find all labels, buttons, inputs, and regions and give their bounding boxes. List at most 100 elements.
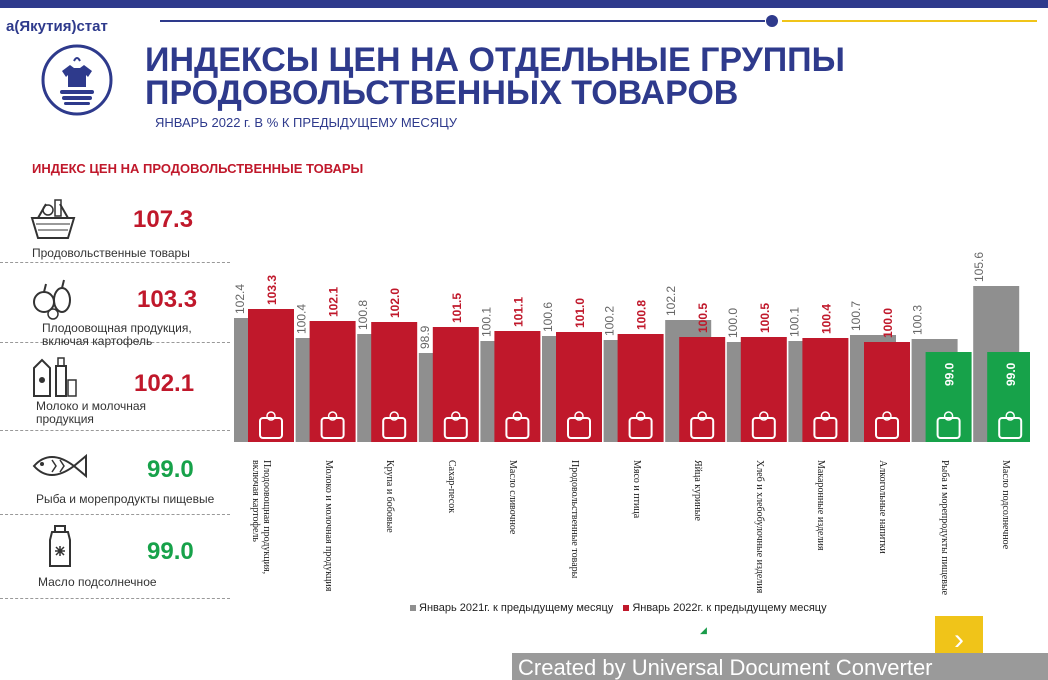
data-label-2021: 100.1 <box>787 307 801 337</box>
bar-2022 <box>432 327 479 442</box>
data-label-2022: 100.5 <box>696 303 710 333</box>
brand-name: а(Якутия)стат <box>6 18 108 35</box>
bar-2022 <box>248 309 294 442</box>
grain-sack-icon <box>382 411 407 439</box>
category-label: Мясо и птица <box>630 460 642 519</box>
sidebar-item-food: 107.3 Продовольственные товары <box>0 190 230 263</box>
category-label: Рыба и морепродукты пищевые <box>938 460 950 596</box>
sidebar-item-fish: 99.0 Рыба и морепродукты пищевые <box>0 430 230 515</box>
bar-chart: 102.4 103.3 100.4 102.1 100.8 102.0 98.9 101.5 1… <box>233 252 1030 442</box>
sugar-icon <box>443 411 468 439</box>
milk-icon <box>33 357 77 397</box>
bar-2022 <box>679 337 726 442</box>
eggs-icon <box>690 411 715 439</box>
category-label: Сахар-песок <box>445 460 457 514</box>
data-label-2021: 102.2 <box>664 286 678 316</box>
data-label-2022: 99.0 <box>1004 362 1018 386</box>
bar-2022 <box>371 322 418 442</box>
bar-2022 <box>740 337 787 442</box>
alcohol-bottles-icon <box>875 411 899 439</box>
food-basket-icon <box>567 411 591 439</box>
sidebar-value: 102.1 <box>134 370 195 397</box>
bar-2022 <box>494 331 541 442</box>
fish-icon <box>32 453 87 479</box>
category-label: Алкогольные напитки <box>877 460 888 554</box>
chevron-right-icon: › <box>954 623 964 656</box>
data-label-2021: 100.6 <box>541 302 555 332</box>
legend-item-2022: Январь 2022г. к предыдущему месяцу <box>623 602 827 614</box>
brand-dot <box>766 15 778 27</box>
data-label-2021: 100.7 <box>849 301 863 331</box>
sidebar-value: 99.0 <box>147 456 194 483</box>
data-label-2021: 100.4 <box>295 304 309 334</box>
pasta-icon <box>813 411 838 439</box>
brand-divider-accent <box>782 20 1037 22</box>
data-label-2022: 100.8 <box>635 300 649 330</box>
legend-label: Январь 2021г. к предыдущему месяцу <box>419 602 614 614</box>
bar-2022 <box>309 321 356 442</box>
page-title: ИНДЕКСЫ ЦЕН НА ОТДЕЛЬНЫЕ ГРУППЫ ПРОДОВОЛ… <box>145 41 845 112</box>
data-label-2021: 100.0 <box>726 308 740 338</box>
sidebar-item-oil: 99.0 Масло подсолнечное <box>0 514 230 599</box>
sidebar-value: 107.3 <box>133 206 194 233</box>
data-label-2022: 100.0 <box>881 308 895 338</box>
bar-2022 <box>864 342 910 442</box>
sidebar-label: Продовольственные товары <box>32 246 190 260</box>
data-label-2022: 100.5 <box>758 303 772 333</box>
data-label-2021: 102.4 <box>233 284 247 314</box>
oil-bottle-icon <box>998 411 1023 439</box>
sidebar-label: Молоко и молочная продукция <box>36 399 147 426</box>
data-label-2021: 100.8 <box>356 300 370 330</box>
watermark: Created by Universal Document Converter <box>512 653 1048 680</box>
meat-icon <box>628 411 653 439</box>
data-label-2022: 101.1 <box>511 297 525 327</box>
page-subtitle: ЯНВАРЬ 2022 г. В % К ПРЕДЫДУЩЕМУ МЕСЯЦУ <box>155 115 457 130</box>
data-label-2022: 102.1 <box>327 287 341 317</box>
section-title: ИНДЕКС ЦЕН НА ПРОДОВОЛЬСТВЕННЫЕ ТОВАРЫ <box>32 161 364 176</box>
legend-item-2021: Январь 2021г. к предыдущему месяцу <box>410 602 613 614</box>
data-label-2021: 100.3 <box>911 305 925 335</box>
sidebar-value: 99.0 <box>147 538 194 565</box>
bread-icon <box>751 411 776 439</box>
bar-2022 <box>556 332 602 442</box>
data-label-2021: 100.2 <box>603 306 617 336</box>
sidebar-label: Рыба и морепродукты пищевые <box>36 492 215 506</box>
sidebar-label: Плодоовощная продукция, включая картофел… <box>42 321 192 348</box>
brand-divider <box>160 20 765 22</box>
category-label: Хлеб и хлебобулочные изделия <box>753 460 765 594</box>
data-label-2022: 103.3 <box>265 275 279 305</box>
category-label: Крупа и бобовые <box>384 460 396 533</box>
data-label-2022: 102.0 <box>388 288 402 318</box>
legend-swatch <box>623 605 630 611</box>
chart-legend: Январь 2021г. к предыдущему месяцу Январ… <box>410 602 827 614</box>
clothing-stack-icon <box>41 44 113 116</box>
bar-2022 <box>987 352 1030 442</box>
data-label-2021: 105.6 <box>972 252 986 282</box>
fish-icon <box>936 411 961 439</box>
small-mark: ◢ <box>700 625 707 635</box>
sidebar-label: Масло подсолнечное <box>38 575 157 589</box>
milk-icon <box>320 411 345 439</box>
data-label-2022: 101.5 <box>450 293 464 323</box>
sidebar-item-milk: 102.1 Молоко и молочная продукция <box>0 342 230 431</box>
sidebar-item-vegetables: 103.3 Плодоовощная продукция, включая ка… <box>0 262 230 348</box>
data-label-2022: 100.4 <box>819 304 833 334</box>
category-label: Макаронные изделия <box>815 460 827 551</box>
bar-2022 <box>617 334 664 442</box>
category-label: Масло подсолнечное <box>1000 460 1012 550</box>
data-label-2022: 99.0 <box>943 362 957 386</box>
legend-swatch <box>410 605 416 611</box>
oil-bottle-icon <box>49 525 71 567</box>
top-bar <box>0 0 1048 8</box>
sidebar-value: 103.3 <box>137 286 198 313</box>
category-label: Молоко и молочная продукция <box>322 460 334 592</box>
food-basket-icon <box>30 199 76 239</box>
fruits-icon <box>33 279 71 320</box>
bar-2022 <box>802 338 849 442</box>
data-label-2022: 101.0 <box>573 298 587 328</box>
butter-icon <box>505 411 530 439</box>
category-label: Продовольственные товары <box>569 460 580 579</box>
category-label: Масло сливочное <box>507 460 519 535</box>
category-label: Яйца куриные <box>692 460 704 521</box>
data-label-2021: 98.9 <box>418 325 432 349</box>
